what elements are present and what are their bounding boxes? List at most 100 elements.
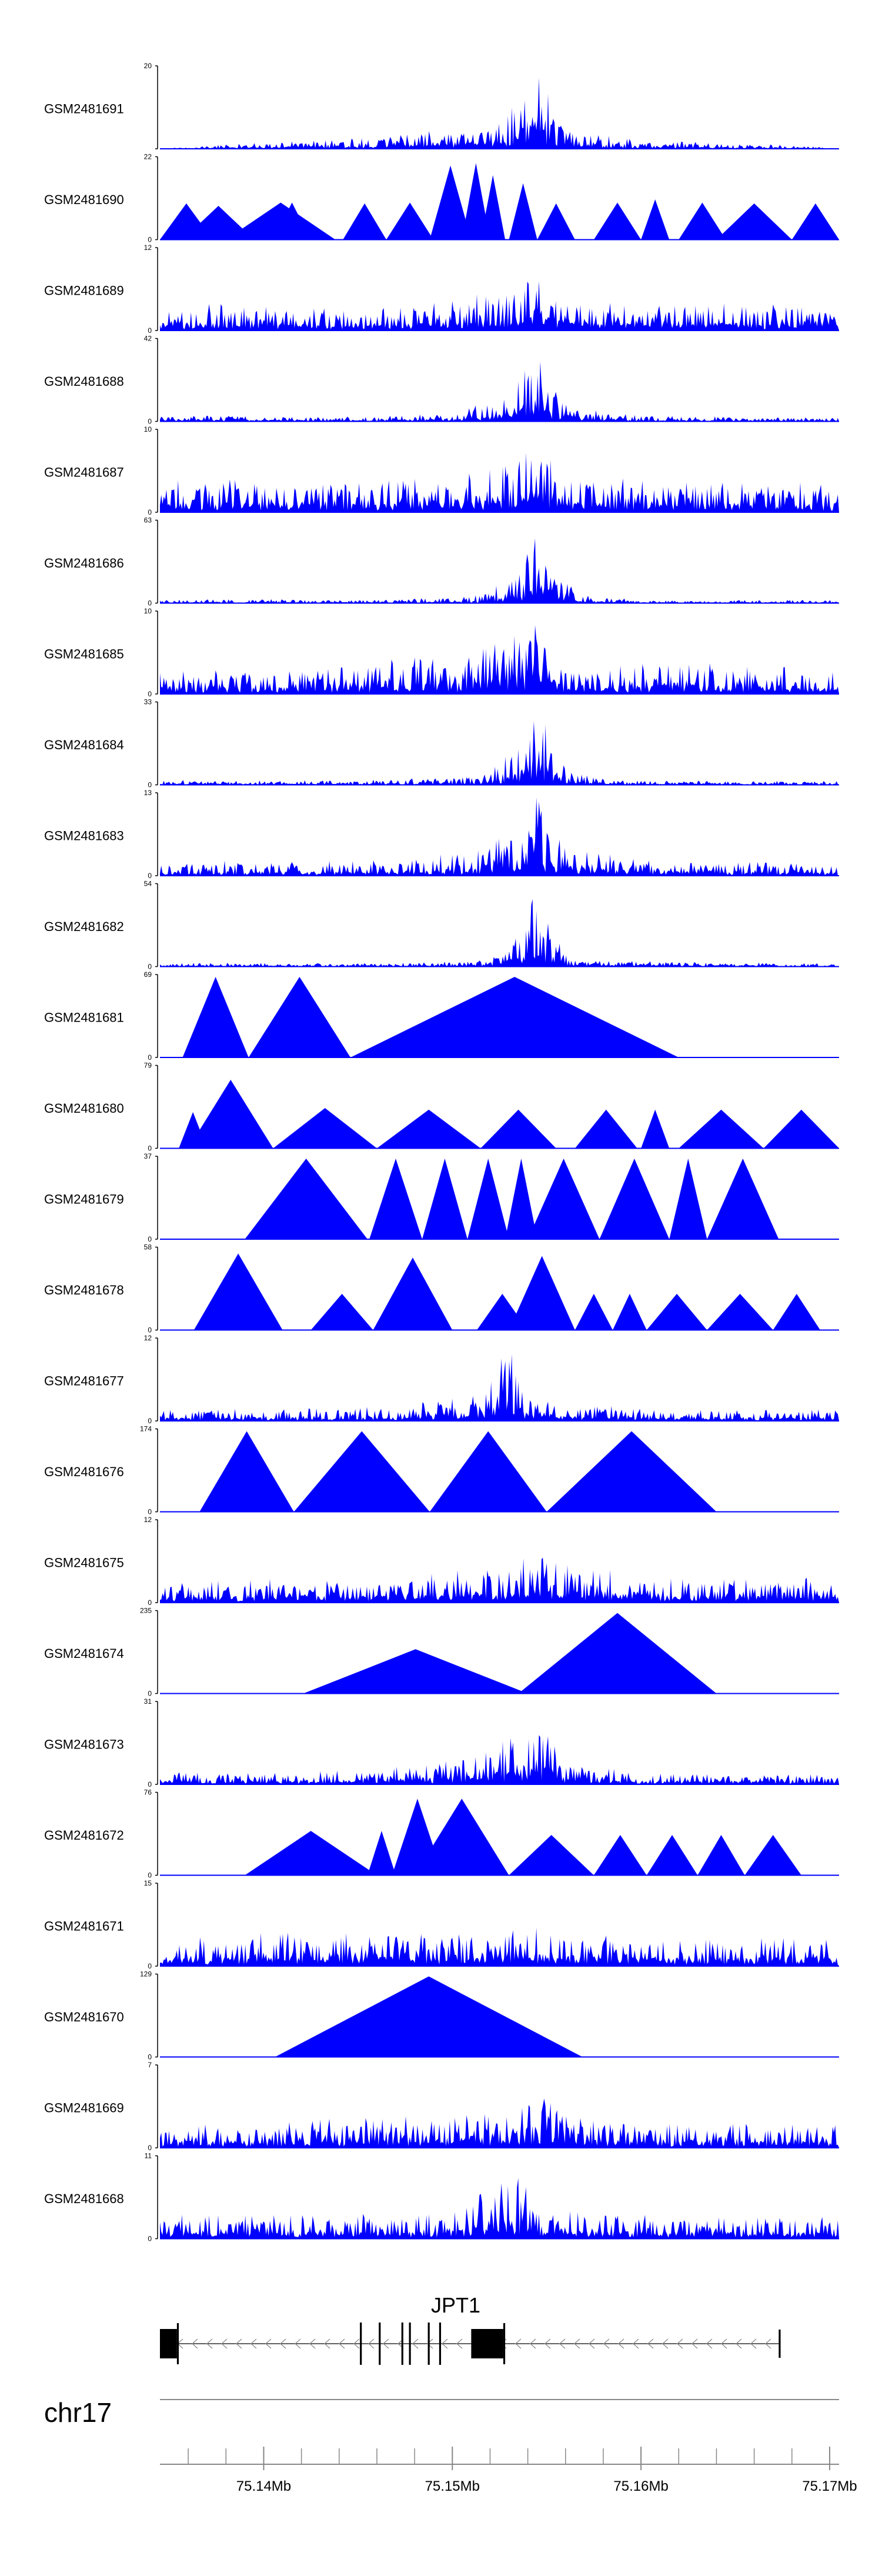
strand-arrow [736, 2338, 742, 2349]
y-min-label: 0 [148, 2144, 152, 2152]
coverage-peak [763, 1109, 839, 1149]
track-label: GSM2481680 [44, 1101, 124, 1116]
strand-arrow [706, 2338, 713, 2349]
track-label: GSM2481668 [44, 2191, 124, 2206]
strand-arrow [250, 2338, 257, 2349]
coverage-peak [537, 203, 575, 240]
track: GSM2481686 63 0 [44, 516, 839, 608]
y-min-label: 0 [148, 1326, 152, 1334]
coverage-peak [707, 1159, 779, 1239]
coverage-peak [429, 165, 472, 240]
coverage-peak [188, 1080, 273, 1149]
strand-arrow [618, 2338, 624, 2349]
strand-arrow [412, 2338, 419, 2349]
track: GSM2481687 10 0 [44, 425, 839, 516]
strand-arrow [192, 2338, 198, 2349]
track: GSM2481685 10 0 [44, 607, 839, 698]
y-max-label: 235 [140, 1607, 152, 1615]
track-label: GSM2481683 [44, 829, 124, 843]
track: GSM2481672 76 0 [44, 1788, 839, 1880]
strand-arrow [368, 2338, 375, 2349]
strand-arrow [721, 2338, 727, 2349]
y-min-label: 0 [148, 508, 152, 516]
strand-arrow [353, 2338, 360, 2349]
strand-arrow [295, 2338, 301, 2349]
y-min-label: 0 [148, 1417, 152, 1425]
track: GSM2481676 174 0 [44, 1425, 839, 1516]
exon [439, 2323, 442, 2365]
track-label: GSM2481685 [44, 647, 124, 662]
y-max-label: 58 [144, 1243, 152, 1252]
track: GSM2481690 22 0 [44, 153, 839, 244]
track: GSM2481681 69 0 [44, 970, 839, 1062]
y-max-label: 12 [144, 1334, 152, 1342]
strand-arrow [324, 2338, 330, 2349]
y-min-label: 0 [148, 1053, 152, 1062]
y-max-label: 15 [144, 1879, 152, 1887]
coverage-peak [376, 1109, 481, 1149]
strand-arrow [574, 2338, 580, 2349]
strand-arrow [221, 2338, 228, 2349]
y-min-label: 0 [148, 1235, 152, 1243]
axis-tick-label: 75.16Mb [613, 2478, 668, 2494]
track: GSM2481673 31 0 [44, 1697, 839, 1788]
coverage-peak [509, 183, 537, 240]
y-max-label: 79 [144, 1062, 152, 1070]
track: GSM2481671 15 0 [44, 1879, 839, 1970]
strand-arrow [559, 2338, 566, 2349]
coverage-area [160, 1354, 839, 1421]
track-label: GSM2481677 [44, 1374, 124, 1389]
coverage-peak [293, 1431, 430, 1512]
track: GSM2481691 20 [44, 62, 839, 149]
y-max-label: 11 [145, 2152, 152, 2160]
coverage-peak [773, 1293, 820, 1330]
exon [379, 2323, 381, 2365]
coverage-peak [248, 977, 351, 1057]
y-max-label: 31 [144, 1697, 152, 1706]
track-label: GSM2481671 [44, 1919, 124, 1934]
strand-arrow [544, 2338, 551, 2349]
track: GSM2481678 58 0 [44, 1243, 839, 1334]
y-min-label: 0 [148, 872, 152, 880]
coverage-peak [245, 1159, 368, 1239]
strand-arrow [603, 2338, 610, 2349]
coverage-peak [193, 1253, 283, 1330]
strand-arrow [206, 2338, 213, 2349]
strand-arrow [691, 2338, 698, 2349]
strand-arrow [677, 2338, 683, 2349]
y-min-label: 0 [148, 690, 152, 698]
coverage-peak [791, 203, 839, 240]
strand-arrow [515, 2338, 522, 2349]
chromosome-label: chr17 [44, 2397, 112, 2428]
coverage-peak [367, 1831, 396, 1876]
track: GSM2481683 13 0 [44, 789, 839, 880]
coverage-area [160, 1735, 839, 1784]
coverage-peak [303, 1649, 528, 1694]
coverage-peak [744, 1835, 801, 1876]
exon [401, 2323, 403, 2365]
coverage-peak [546, 1431, 717, 1512]
coverage-peak [226, 202, 336, 240]
track-label: GSM2481676 [44, 1464, 124, 1479]
coverage-peak [310, 1293, 373, 1330]
y-min-label: 0 [148, 781, 152, 789]
coverage-peak [245, 1831, 377, 1876]
track: GSM2481668 11 0 [44, 2152, 839, 2243]
track: GSM2481675 12 0 [44, 1516, 839, 1607]
strand-arrow [309, 2338, 316, 2349]
coverage-area [160, 797, 839, 876]
strand-arrow [265, 2338, 272, 2349]
exon [503, 2323, 506, 2364]
coverage-peak [350, 977, 679, 1057]
coverage-peak [679, 1109, 764, 1149]
coverage-peak [199, 1431, 294, 1512]
coverage-peak [707, 1293, 773, 1330]
coverage-peak [646, 1835, 698, 1876]
track: GSM2481677 12 0 [44, 1334, 839, 1425]
coverage-peak [462, 163, 490, 240]
axis-tick-label: 75.15Mb [425, 2478, 480, 2494]
track-label: GSM2481674 [44, 1646, 124, 1661]
track: GSM2481674 235 0 [44, 1607, 839, 1698]
strand-arrow [427, 2338, 433, 2349]
